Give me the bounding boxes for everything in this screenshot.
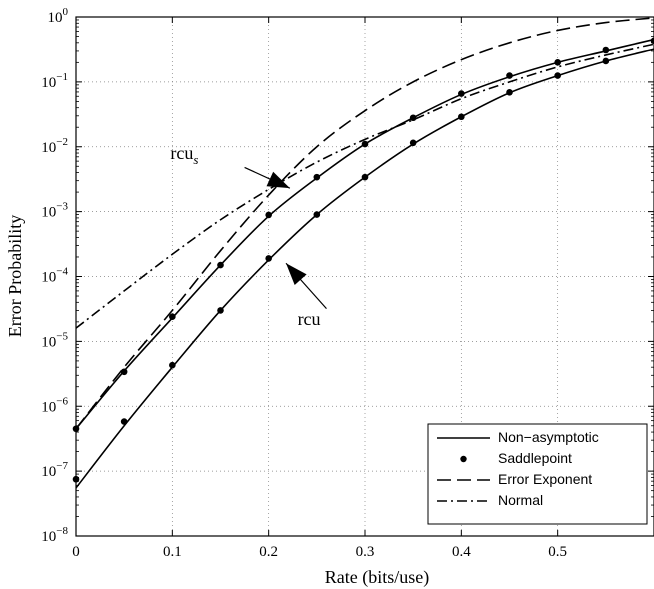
saddlepoint-marker [361, 140, 369, 148]
axes-layer: Rate (bits/use) Error Probability 0 0.1 0.… [5, 6, 654, 588]
saddlepoint-marker [554, 72, 561, 79]
x-tick-label: 0.3 [356, 544, 375, 560]
x-tick-label: 0.2 [259, 544, 278, 560]
legend-box [427, 423, 648, 525]
y-tick-label: 10−5 [41, 330, 68, 350]
annotation-arrow-head [286, 263, 307, 285]
legend-label: Non−asymptotic [498, 429, 599, 445]
saddlepoint-marker [458, 113, 465, 121]
saddlepoint-marker [409, 139, 417, 147]
saddlepoint-marker [265, 255, 272, 262]
annotation-layer: rcus rcu [170, 143, 327, 329]
legend: Non−asymptotic Saddlepoint Error Exponent N… [427, 423, 648, 525]
plot-frame [75, 16, 654, 537]
saddlepoint-marker [361, 173, 369, 181]
x-tick-label: 0.4 [452, 544, 471, 560]
annotation-label: rcu [298, 309, 321, 329]
saddlepoint-marker [120, 368, 128, 376]
saddlepoint-marker [169, 313, 176, 321]
y-tick-label: 10−4 [41, 266, 68, 286]
y-axis-title: Error Probability [5, 215, 25, 337]
series-line-normal-0 [75, 43, 654, 329]
saddlepoint-marker [120, 418, 128, 425]
saddlepoint-marker [313, 173, 321, 181]
saddlepoint-marker [217, 307, 224, 314]
legend-label: Normal [498, 492, 543, 508]
x-axis-title: Rate (bits/use) [325, 567, 429, 588]
saddlepoint-marker [409, 114, 417, 122]
annotation-arrow-head [266, 171, 290, 189]
saddlepoint-marker [602, 46, 610, 54]
legend-item: Error Exponent [437, 471, 592, 487]
y-tick-label: 10−8 [41, 525, 68, 545]
legend-label: Saddlepoint [498, 450, 572, 466]
x-tick-label: 0 [72, 544, 80, 560]
saddlepoint-marker [169, 361, 176, 369]
legend-item: Normal [437, 492, 543, 508]
legend-label: Error Exponent [498, 471, 592, 487]
saddlepoint-marker [458, 90, 465, 97]
y-tick-label: 100 [48, 6, 69, 26]
legend-marker [460, 455, 467, 463]
annotation-label: rcus [170, 143, 198, 167]
saddlepoint-marker [265, 211, 272, 219]
y-tick-label: 10−6 [41, 395, 68, 415]
saddlepoint-marker [506, 72, 513, 79]
y-tick-label: 10−7 [41, 460, 68, 480]
legend-item: Non−asymptotic [437, 429, 599, 445]
saddlepoint-marker [217, 261, 224, 269]
legend-item: Saddlepoint [460, 450, 572, 466]
saddlepoint-marker [506, 89, 513, 96]
x-tick-label: 0.1 [163, 544, 182, 560]
x-tick-label: 0.5 [548, 544, 567, 560]
series-line-error-exponent-0 [75, 17, 654, 430]
series-layer [72, 17, 654, 489]
y-tick-label: 10−2 [41, 136, 68, 156]
y-tick-label: 10−3 [41, 201, 68, 221]
y-tick-label: 10−1 [41, 71, 68, 91]
saddlepoint-marker [554, 59, 561, 66]
saddlepoint-marker [602, 57, 610, 65]
saddlepoint-marker [313, 211, 321, 218]
